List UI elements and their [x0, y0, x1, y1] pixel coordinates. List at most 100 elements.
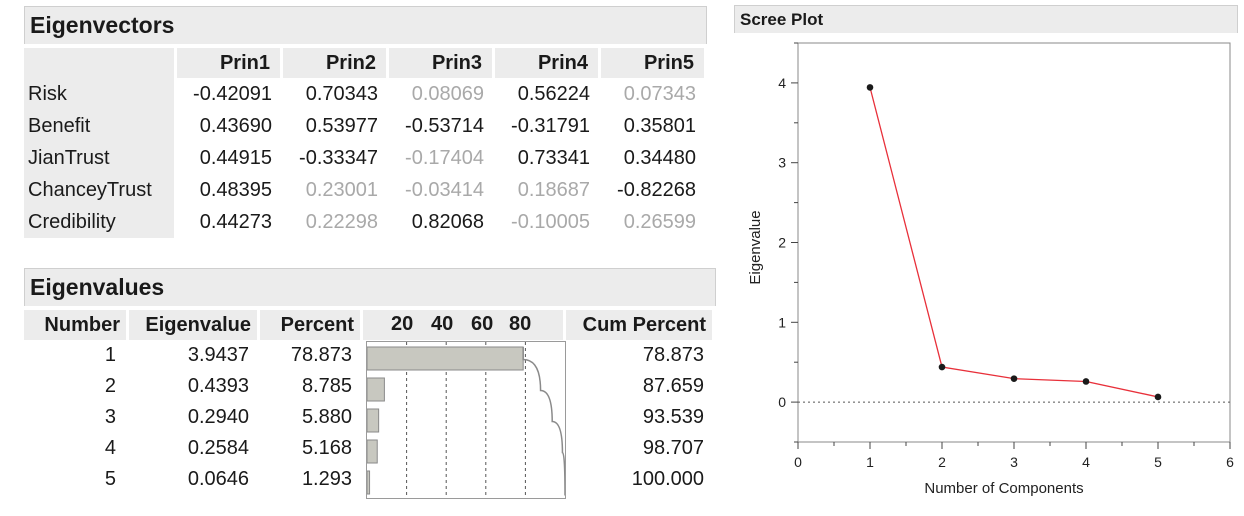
eigenvector-row: Credibility 0.44273 0.22298 0.82068 -0.10005… [24, 206, 704, 238]
eigenvector-cell: 0.18687 [517, 178, 590, 201]
cum-percent-cell: 87.659 [642, 375, 704, 397]
row-label: Risk [24, 78, 174, 110]
corner-cell [24, 48, 174, 78]
percent-bar [366, 439, 378, 464]
y-tick-label: 4 [778, 75, 786, 91]
eigenvalues-header-row: Number Eigenvalue Percent 20 40 60 80 Cu… [24, 310, 712, 340]
eigenvector-cell: 0.35801 [623, 114, 696, 137]
row-label: Benefit [24, 110, 174, 142]
percent-bar-axis-header: 20 40 60 80 [360, 310, 563, 340]
eigenvector-cell: -0.10005 [511, 210, 590, 233]
eigenvalue-cell: 0.2940 [187, 406, 249, 428]
eigenvector-cell: -0.33347 [299, 146, 378, 169]
eigenvector-cell: 0.26599 [623, 210, 696, 233]
col-header-eigenvalue[interactable]: Eigenvalue [126, 310, 257, 340]
y-tick-label: 1 [778, 314, 786, 330]
x-axis-label: Number of Components [924, 480, 1083, 497]
percent-bar-chart [366, 341, 566, 499]
percent-cell: 78.873 [290, 344, 352, 366]
y-axis-label: Eigenvalue [747, 210, 764, 284]
row-label: Credibility [24, 206, 174, 238]
eigenvalue-cell: 0.0646 [187, 468, 249, 490]
x-tick-label: 5 [1154, 454, 1162, 470]
x-tick-label: 6 [1226, 454, 1234, 470]
eigenvector-cell: -0.03414 [405, 178, 484, 201]
eigenvalue-point [1010, 375, 1018, 382]
eigenvector-cell: 0.43690 [199, 114, 272, 137]
bar-axis-tick-20: 20 [391, 313, 414, 335]
col-header-cum-percent[interactable]: Cum Percent [563, 310, 712, 340]
percent-bar [366, 377, 385, 402]
eigenvector-cell: 0.73341 [517, 146, 590, 169]
scree-plot: 0 1 2 3 4 0 1 2 3 4 5 6 Number of Components Eigenval… [734, 33, 1238, 511]
eigenvector-row: Benefit 0.43690 0.53977 -0.53714 -0.31791 0.3… [24, 110, 704, 142]
cum-percent-cell: 98.707 [642, 437, 704, 459]
eigenvector-row: ChanceyTrust 0.48395 0.23001 -0.03414 0.1868… [24, 174, 704, 206]
x-tick-label: 0 [794, 454, 802, 470]
eigenvectors-table: Prin1 Prin2 Prin3 Prin4 Prin5 Risk -0.420… [24, 48, 704, 238]
percent-cell: 5.168 [301, 437, 352, 459]
percent-cell: 8.785 [301, 375, 352, 397]
plot-frame [797, 42, 1231, 443]
eigenvalues-table: Number Eigenvalue Percent 20 40 60 80 Cu… [24, 310, 712, 495]
eigenvector-cell: 0.53977 [305, 114, 378, 137]
eigenvector-cell: -0.53714 [405, 114, 484, 137]
eigenvalue-row: 1 3.9437 78.873 78.873 [24, 340, 712, 371]
col-header-percent[interactable]: Percent [257, 310, 360, 340]
cum-percent-cell: 100.000 [631, 468, 704, 490]
col-header-prin2[interactable]: Prin2 [280, 48, 386, 78]
y-tick-label: 2 [778, 235, 786, 251]
row-label: ChanceyTrust [24, 174, 174, 206]
bar-axis-tick-80: 80 [509, 313, 532, 335]
percent-bar [366, 470, 371, 495]
eigenvalue-point [938, 363, 946, 371]
scree-plot-svg: 0 1 2 3 4 0 1 2 3 4 5 6 Number of Components Eigenval… [747, 42, 1234, 497]
eigenvector-cell: 0.70343 [305, 82, 378, 105]
eigenvector-cell: 0.08069 [411, 82, 484, 105]
number-cell: 4 [104, 437, 116, 459]
eigenvalue-row: 5 0.0646 1.293 100.000 [24, 464, 712, 495]
eigenvector-cell: 0.07343 [623, 82, 696, 105]
y-tick-label: 0 [778, 394, 786, 410]
eigenvalues-title[interactable]: Eigenvalues [24, 268, 716, 306]
number-cell: 2 [104, 375, 116, 397]
col-header-prin5[interactable]: Prin5 [598, 48, 704, 78]
eigenvector-cell: -0.82268 [617, 178, 696, 201]
col-header-prin4[interactable]: Prin4 [492, 48, 598, 78]
eigenvector-cell: 0.22298 [305, 210, 378, 233]
col-header-number[interactable]: Number [24, 310, 126, 340]
eigenvector-cell: 0.82068 [411, 210, 484, 233]
cum-percent-cell: 93.539 [642, 406, 704, 428]
eigenvalue-row: 3 0.2940 5.880 93.539 [24, 402, 712, 433]
eigenvector-cell: -0.17404 [405, 146, 484, 169]
x-tick-label: 2 [938, 454, 946, 470]
eigenvalue-point [866, 84, 874, 91]
eigenvector-cell: 0.23001 [305, 178, 378, 201]
eigenvectors-title[interactable]: Eigenvectors [24, 6, 707, 44]
percent-cell: 5.880 [301, 406, 352, 428]
col-header-prin1[interactable]: Prin1 [174, 48, 280, 78]
col-header-prin3[interactable]: Prin3 [386, 48, 492, 78]
x-tick-label: 4 [1082, 454, 1090, 470]
percent-cell: 1.293 [301, 468, 352, 490]
number-cell: 1 [104, 344, 116, 366]
scree-plot-title[interactable]: Scree Plot [734, 5, 1238, 33]
number-cell: 3 [104, 406, 116, 428]
bar-axis-tick-60: 60 [471, 313, 494, 335]
eigenvalue-row: 2 0.4393 8.785 87.659 [24, 371, 712, 402]
number-cell: 5 [104, 468, 116, 490]
eigenvectors-header-row: Prin1 Prin2 Prin3 Prin4 Prin5 [24, 48, 704, 78]
y-tick-label: 3 [778, 155, 786, 171]
row-label: JianTrust [24, 142, 174, 174]
eigenvector-cell: 0.48395 [199, 178, 272, 201]
eigenvalue-point [1154, 393, 1162, 401]
eigenvector-cell: 0.44273 [199, 210, 272, 233]
bar-axis-tick-40: 40 [431, 313, 454, 335]
x-tick-label: 1 [866, 454, 874, 470]
percent-bar-svg [366, 342, 566, 498]
eigenvalue-row: 4 0.2584 5.168 98.707 [24, 433, 712, 464]
eigenvector-cell: 0.56224 [517, 82, 590, 105]
eigenvector-row: Risk -0.42091 0.70343 0.08069 0.56224 0.07343 [24, 78, 704, 110]
eigenvector-cell: -0.31791 [511, 114, 590, 137]
percent-bar [366, 408, 380, 433]
